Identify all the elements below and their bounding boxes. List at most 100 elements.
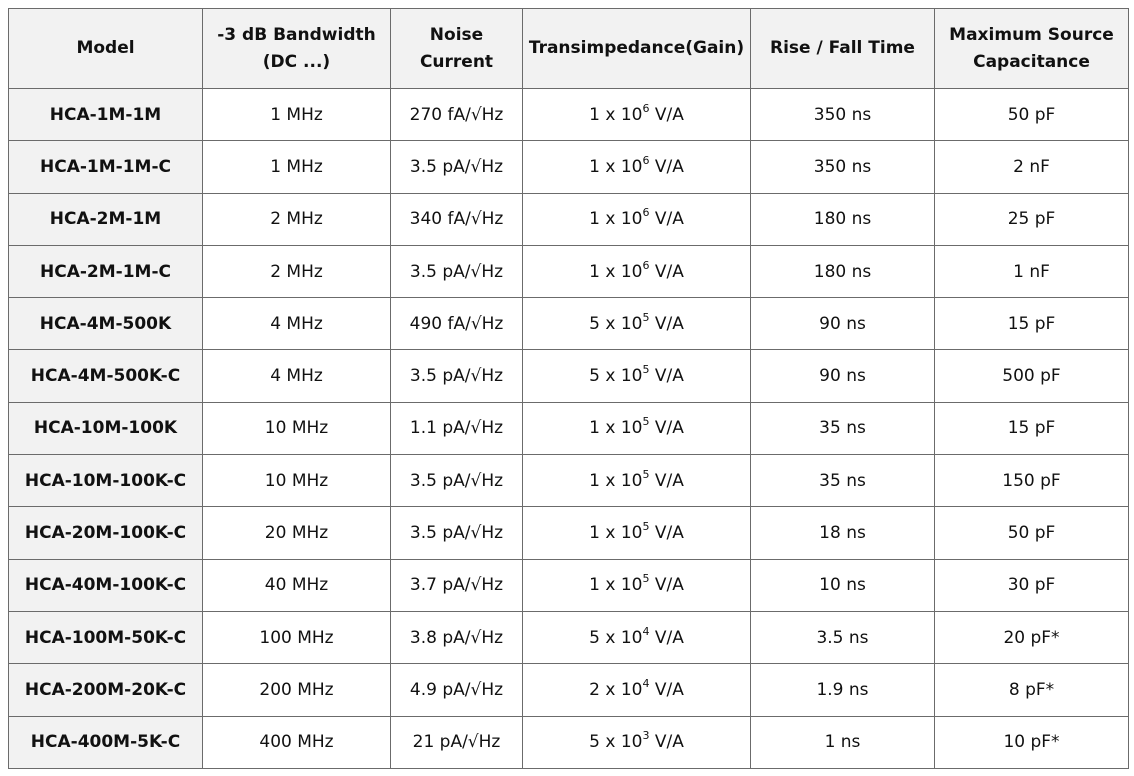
transimpedance-cell: 1 x 105 V/A <box>522 454 751 508</box>
gain-unit: V/A <box>649 679 684 700</box>
gain-base: 5 x 10 <box>589 732 643 753</box>
table-row: HCA-2M-1M 2 MHz 340 fA/√Hz 1 x 106 V/A 180 n… <box>8 192 1129 246</box>
bandwidth-cell: 4 MHz <box>202 297 391 351</box>
noise-cell: 3.5 pA/√Hz <box>390 506 523 560</box>
table-row: HCA-10M-100K 10 MHz 1.1 pA/√Hz 1 x 105 V/A 3… <box>8 401 1129 456</box>
rise-time-cell: 3.5 ns <box>750 610 935 665</box>
capacitance-cell: 500 pF <box>934 349 1129 403</box>
bandwidth-cell: 1 MHz <box>202 140 391 194</box>
header-model: Model <box>8 8 203 89</box>
model-cell: HCA-1M-1M-C <box>8 140 203 194</box>
header-transimpedance: Transimpedance(Gain) <box>522 8 751 89</box>
rise-time-cell: 180 ns <box>750 192 935 246</box>
transimpedance-cell: 2 x 104 V/A <box>522 663 751 717</box>
bandwidth-cell: 400 MHz <box>202 715 391 769</box>
gain-base: 1 x 10 <box>589 523 643 544</box>
gain-unit: V/A <box>649 261 684 282</box>
header-rise-time: Rise / Fall Time <box>750 8 935 89</box>
bandwidth-cell: 100 MHz <box>202 610 391 665</box>
transimpedance-cell: 1 x 106 V/A <box>522 192 751 246</box>
bandwidth-cell: 2 MHz <box>202 244 391 299</box>
noise-cell: 21 pA/√Hz <box>390 715 523 769</box>
gain-exp: 5 <box>642 572 650 586</box>
gain-unit: V/A <box>649 575 684 596</box>
rise-time-cell: 350 ns <box>750 87 935 142</box>
table-row: HCA-400M-5K-C 400 MHz 21 pA/√Hz 5 x 103 V/A… <box>8 715 1129 769</box>
bandwidth-cell: 20 MHz <box>202 506 391 560</box>
transimpedance-cell: 5 x 105 V/A <box>522 297 751 351</box>
bandwidth-cell: 10 MHz <box>202 401 391 456</box>
model-cell: HCA-4M-500K <box>8 297 203 351</box>
transimpedance-cell: 1 x 106 V/A <box>522 140 751 194</box>
gain-base: 1 x 10 <box>589 575 643 596</box>
rise-time-cell: 18 ns <box>750 506 935 560</box>
capacitance-cell: 20 pF* <box>934 610 1129 665</box>
table-row: HCA-4M-500K-C 4 MHz 3.5 pA/√Hz 5 x 105 V/A 9… <box>8 349 1129 403</box>
noise-cell: 3.8 pA/√Hz <box>390 610 523 665</box>
rise-time-cell: 350 ns <box>750 140 935 194</box>
noise-cell: 3.5 pA/√Hz <box>390 244 523 299</box>
model-cell: HCA-1M-1M <box>8 87 203 142</box>
gain-unit: V/A <box>649 732 684 753</box>
gain-exp: 5 <box>642 310 650 324</box>
table-row: HCA-4M-500K 4 MHz 490 fA/√Hz 5 x 105 V/A 90 … <box>8 297 1129 351</box>
noise-cell: 270 fA/√Hz <box>390 87 523 142</box>
gain-unit: V/A <box>649 418 684 439</box>
noise-cell: 3.5 pA/√Hz <box>390 454 523 508</box>
bandwidth-cell: 1 MHz <box>202 87 391 142</box>
gain-exp: 5 <box>642 415 650 429</box>
model-cell: HCA-2M-1M-C <box>8 244 203 299</box>
transimpedance-cell: 1 x 106 V/A <box>522 87 751 142</box>
noise-cell: 340 fA/√Hz <box>390 192 523 246</box>
model-cell: HCA-2M-1M <box>8 192 203 246</box>
transimpedance-cell: 5 x 103 V/A <box>522 715 751 769</box>
rise-time-cell: 1 ns <box>750 715 935 769</box>
header-row: Model -3 dB Bandwidth (DC ...) Noise Cur… <box>8 8 1129 89</box>
model-cell: HCA-10M-100K <box>8 401 203 456</box>
gain-unit: V/A <box>649 470 684 491</box>
capacitance-cell: 1 nF <box>934 244 1129 299</box>
gain-base: 1 x 10 <box>589 418 643 439</box>
table-row: HCA-1M-1M-C 1 MHz 3.5 pA/√Hz 1 x 106 V/A 350… <box>8 140 1129 194</box>
capacitance-cell: 50 pF <box>934 506 1129 560</box>
header-bandwidth: -3 dB Bandwidth (DC ...) <box>202 8 391 89</box>
rise-time-cell: 35 ns <box>750 454 935 508</box>
capacitance-cell: 50 pF <box>934 87 1129 142</box>
gain-base: 1 x 10 <box>589 104 643 125</box>
transimpedance-cell: 1 x 105 V/A <box>522 401 751 456</box>
gain-exp: 3 <box>642 729 650 743</box>
gain-exp: 5 <box>642 520 650 534</box>
bandwidth-cell: 2 MHz <box>202 192 391 246</box>
gain-exp: 6 <box>642 101 650 115</box>
table-row: HCA-200M-20K-C 200 MHz 4.9 pA/√Hz 2 x 104 V… <box>8 663 1129 717</box>
capacitance-cell: 15 pF <box>934 297 1129 351</box>
gain-unit: V/A <box>649 104 684 125</box>
gain-exp: 6 <box>642 206 650 220</box>
noise-cell: 3.7 pA/√Hz <box>390 558 523 612</box>
capacitance-cell: 2 nF <box>934 140 1129 194</box>
transimpedance-cell: 1 x 105 V/A <box>522 558 751 612</box>
noise-cell: 1.1 pA/√Hz <box>390 401 523 456</box>
gain-exp: 6 <box>642 153 650 167</box>
table-row: HCA-40M-100K-C 40 MHz 3.7 pA/√Hz 1 x 105 V/… <box>8 558 1129 612</box>
model-cell: HCA-100M-50K-C <box>8 610 203 665</box>
gain-base: 2 x 10 <box>589 679 643 700</box>
gain-unit: V/A <box>649 209 684 230</box>
header-noise: Noise Current <box>390 8 523 89</box>
noise-cell: 3.5 pA/√Hz <box>390 140 523 194</box>
model-cell: HCA-4M-500K-C <box>8 349 203 403</box>
bandwidth-cell: 10 MHz <box>202 454 391 508</box>
model-cell: HCA-400M-5K-C <box>8 715 203 769</box>
noise-cell: 4.9 pA/√Hz <box>390 663 523 717</box>
transimpedance-cell: 1 x 106 V/A <box>522 244 751 299</box>
gain-unit: V/A <box>649 627 684 648</box>
rise-time-cell: 10 ns <box>750 558 935 612</box>
model-cell: HCA-200M-20K-C <box>8 663 203 717</box>
gain-unit: V/A <box>649 366 684 387</box>
gain-unit: V/A <box>649 523 684 544</box>
bandwidth-cell: 40 MHz <box>202 558 391 612</box>
gain-base: 1 x 10 <box>589 470 643 491</box>
transimpedance-cell: 5 x 105 V/A <box>522 349 751 403</box>
table-row: HCA-10M-100K-C 10 MHz 3.5 pA/√Hz 1 x 105 V/… <box>8 454 1129 508</box>
capacitance-cell: 150 pF <box>934 454 1129 508</box>
